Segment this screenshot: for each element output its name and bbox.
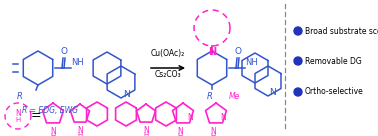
Text: H: H (177, 133, 183, 136)
Text: N: N (143, 126, 149, 135)
Text: Cu(OAc)₂: Cu(OAc)₂ (151, 49, 185, 58)
Text: O: O (234, 47, 242, 56)
Text: H: H (143, 132, 149, 136)
Text: N: N (15, 109, 21, 118)
Circle shape (294, 57, 302, 65)
Text: Ortho-selective: Ortho-selective (305, 87, 364, 97)
Circle shape (294, 88, 302, 96)
Text: Removable DG: Removable DG (305, 56, 362, 66)
Text: N: N (208, 47, 216, 57)
Circle shape (294, 27, 302, 35)
Text: R: R (17, 92, 23, 101)
Text: H: H (211, 133, 215, 136)
Text: NH: NH (245, 58, 258, 67)
Text: R = EDG, EWG: R = EDG, EWG (22, 106, 78, 115)
Text: Broad substrate scope: Broad substrate scope (305, 27, 378, 35)
Text: Me: Me (229, 92, 240, 101)
Text: N: N (210, 127, 216, 136)
Text: N: N (270, 88, 276, 97)
Text: N: N (187, 114, 193, 123)
Text: =: = (31, 109, 41, 123)
Text: N: N (50, 127, 56, 136)
Text: N: N (122, 90, 129, 99)
Text: H: H (77, 132, 83, 136)
Text: N: N (177, 127, 183, 136)
Text: Cs₂CO₃: Cs₂CO₃ (155, 70, 181, 79)
Text: R: R (207, 92, 213, 101)
Text: NH: NH (71, 58, 84, 67)
Text: H: H (50, 133, 56, 136)
Text: N: N (220, 114, 226, 123)
Text: H: H (15, 117, 21, 123)
Text: N: N (77, 126, 83, 135)
Text: O: O (60, 47, 68, 56)
